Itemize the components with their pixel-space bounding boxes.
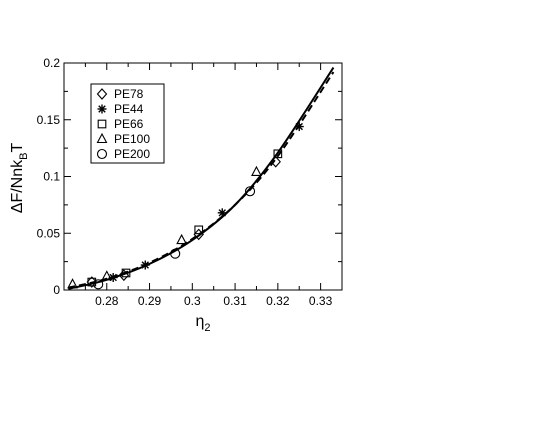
legend-marker-pe200 [96,148,108,160]
x-tick-label: 0.3 [184,294,201,308]
data-point-pe44 [217,208,227,218]
x-tick-label: 0.32 [266,294,290,308]
legend-marker-pe100 [96,132,108,144]
data-point-pe44 [140,260,150,270]
y-tick-label: 0.1 [43,170,60,184]
y-tick-label: 0.15 [37,113,61,127]
legend-entry-label: PE200 [114,147,150,161]
y-tick-label: 0.2 [43,56,60,70]
data-point-pe44 [294,122,304,132]
x-axis-ticks: 0.28 0.29 0.3 0.31 0.32 0.33 [84,63,333,308]
legend-entry-label: PE66 [114,117,144,131]
x-axis-label: η2 [195,313,210,334]
y-tick-label: 0.05 [37,226,61,240]
x-tick-label: 0.28 [95,294,119,308]
legend-entry-label: PE44 [114,102,144,116]
x-tick-label: 0.31 [223,294,247,308]
data-point-pe200 [170,248,181,259]
legend-marker-pe44 [97,104,107,114]
y-axis-label: ΔF/NnkBT [9,143,30,214]
data-point-pe100 [67,278,78,289]
data-point-pe66 [273,149,283,159]
y-tick-label: 0 [53,283,60,297]
data-point-pe78 [86,276,98,288]
data-point-pe78 [118,269,130,282]
fit-curve-dashed [68,71,335,289]
legend-entry-label: PE78 [114,87,144,101]
data-points [67,122,304,290]
legend-entry-label: PE100 [114,132,150,146]
data-point-pe66 [194,225,204,235]
y-axis-ticks: 0 0.05 0.1 0.15 0.2 [37,56,342,297]
x-tick-label: 0.33 [309,294,333,308]
data-point-pe100 [101,270,113,281]
data-point-pe100 [251,165,262,177]
data-point-pe66 [121,268,131,278]
x-tick-label: 0.29 [138,294,162,308]
legend-marker-pe78 [96,88,108,100]
data-point-pe66 [87,277,97,287]
legend-marker-pe66 [97,119,107,129]
data-point-pe200 [244,186,256,197]
data-point-pe78 [270,155,281,168]
data-point-pe100 [176,233,188,245]
data-point-pe200 [93,279,104,290]
data-point-pe78 [193,228,204,241]
